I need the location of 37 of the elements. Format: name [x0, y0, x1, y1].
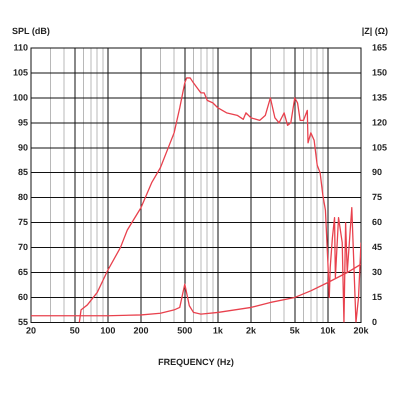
- y2-tick-label: 90: [372, 167, 382, 178]
- y-tick-label: 85: [18, 167, 28, 178]
- y-tick-label: 110: [13, 42, 28, 52]
- x-tick-label: 1k: [212, 325, 224, 336]
- y-tick-label: 75: [18, 217, 28, 228]
- y2-tick-label: 165: [372, 42, 388, 52]
- y-tick-label: 60: [18, 292, 28, 302]
- y-tick-label: 95: [18, 117, 28, 128]
- y-tick-label: 65: [18, 266, 28, 277]
- y-tick-label: 90: [18, 142, 28, 152]
- x-tick-label: 10k: [320, 325, 336, 336]
- x-tick-label: 20k: [353, 325, 370, 336]
- y2-tick-label: 120: [372, 117, 388, 128]
- x-tick-label: 20: [26, 325, 36, 336]
- y2-tick-label: 0: [372, 316, 377, 327]
- y-tick-label: 105: [12, 67, 28, 78]
- x-tick-label: 2k: [246, 325, 257, 336]
- y2-tick-label: 75: [372, 192, 382, 202]
- y2-tick-label: 135: [372, 92, 388, 102]
- y-axis-title: SPL (dB): [12, 26, 50, 36]
- y2-tick-label: 150: [372, 67, 388, 78]
- y-tick-label: 100: [12, 92, 28, 102]
- x-tick-label: 50: [70, 325, 80, 336]
- x-tick-label: 200: [133, 325, 149, 336]
- y2-tick-label: 105: [372, 142, 388, 152]
- x-tick-label: 100: [100, 325, 116, 336]
- y2-tick-label: 15: [372, 292, 382, 302]
- y-tick-label: 80: [18, 192, 28, 202]
- x-tick-label: 500: [177, 325, 192, 336]
- x-axis-title: FREQUENCY (Hz): [158, 357, 234, 368]
- y2-tick-label: 60: [372, 217, 382, 228]
- y-tick-label: 70: [18, 242, 28, 252]
- x-tick-label: 5k: [290, 325, 301, 336]
- y2-tick-label: 30: [372, 266, 382, 277]
- y2-tick-label: 45: [372, 242, 382, 252]
- y-tick-label: 55: [18, 316, 28, 327]
- y2-axis-title: |Z| (Ω): [362, 26, 388, 36]
